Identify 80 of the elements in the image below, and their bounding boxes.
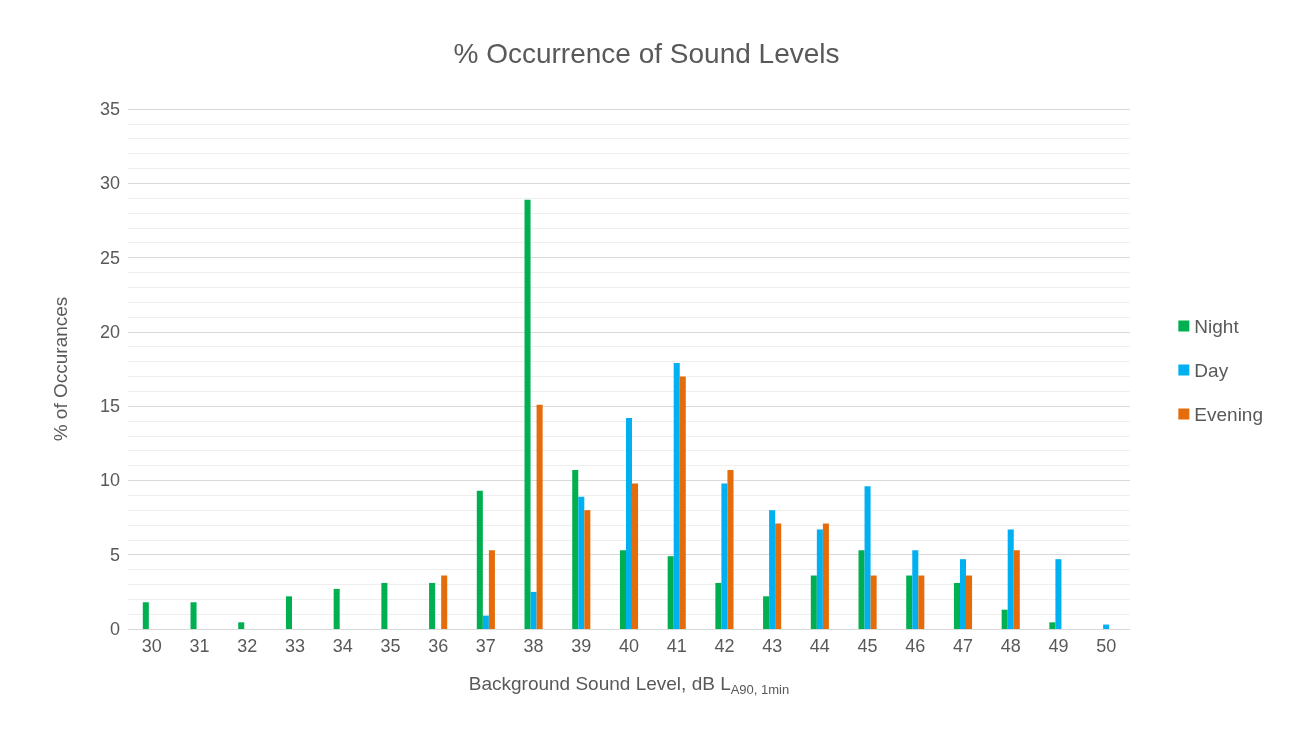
y-tick-label: 30: [99, 173, 120, 194]
bar: [285, 596, 292, 629]
legend-label: Night: [1194, 315, 1240, 337]
x-tick-label: 31: [189, 636, 210, 656]
x-tick-label: 39: [571, 636, 592, 656]
bar: [858, 550, 865, 629]
x-tick-label: 37: [475, 636, 496, 656]
bar: [429, 582, 436, 629]
bar: [816, 529, 823, 629]
x-tick-label: 50: [1096, 636, 1117, 656]
bar: [524, 199, 531, 629]
y-axis-title: % of Occurances: [50, 296, 71, 442]
bar: [864, 486, 871, 629]
x-tick-label: 30: [141, 636, 162, 656]
bar: [1055, 559, 1062, 629]
bar: [906, 575, 913, 629]
x-tick-label: 46: [905, 636, 926, 656]
bar: [441, 575, 448, 629]
x-tick-label: 40: [618, 636, 640, 656]
bar: [381, 582, 388, 629]
bar: [912, 550, 919, 629]
y-tick-label: 10: [99, 470, 120, 491]
bar: [625, 418, 633, 629]
legend-label: Evening: [1194, 403, 1264, 425]
x-tick-label: 41: [666, 636, 687, 656]
bar: [190, 602, 197, 629]
bar: [619, 550, 626, 629]
bar: [822, 523, 829, 629]
bar: [578, 496, 585, 629]
x-tick-label: 45: [857, 636, 878, 656]
x-tick-label: 38: [523, 636, 544, 656]
x-tick-label: 32: [237, 636, 258, 656]
x-tick-label: 48: [1000, 636, 1021, 656]
x-tick-label: 44: [809, 636, 830, 656]
bar: [632, 483, 639, 629]
bar: [476, 490, 483, 629]
bar: [667, 556, 674, 629]
bar: [673, 363, 680, 629]
bar: [769, 510, 776, 629]
legend-label: Day: [1194, 359, 1229, 381]
bar: [918, 575, 925, 629]
x-tick-label: 43: [762, 636, 783, 656]
x-tick-label: 49: [1048, 636, 1069, 656]
y-tick-label: 25: [99, 247, 120, 268]
y-tick-label: 0: [109, 619, 120, 639]
y-tick-label: 20: [99, 321, 120, 342]
x-tick-label: 34: [332, 636, 353, 656]
x-tick-label: 42: [714, 636, 735, 656]
bar: [715, 582, 722, 629]
bar: [536, 404, 543, 629]
bar: [238, 622, 245, 629]
bar: [530, 591, 537, 629]
x-tick-label: 47: [952, 636, 974, 656]
bar: [721, 483, 728, 629]
bar: [810, 575, 817, 629]
bar: [727, 470, 734, 629]
bar: [333, 588, 340, 629]
x-tick-label: 35: [380, 636, 401, 656]
y-tick-label: 5: [109, 544, 120, 565]
x-tick-label: 33: [284, 636, 306, 656]
bar: [1013, 550, 1020, 629]
chart-title: % Occurrence of Sound Levels: [453, 37, 840, 69]
bar: [679, 376, 686, 629]
bar: [1007, 529, 1014, 629]
bar: [763, 596, 770, 629]
bar: [1049, 622, 1056, 629]
bar: [142, 602, 149, 629]
x-tick-label: 36: [428, 636, 449, 656]
bar: [572, 470, 579, 629]
bar: [870, 575, 877, 629]
bar: [584, 510, 591, 629]
bar: [1001, 609, 1008, 629]
bar: [959, 559, 967, 629]
bar: [775, 523, 782, 629]
bar: [482, 615, 489, 629]
bar: [953, 582, 960, 629]
bar: [966, 575, 973, 629]
bar: [488, 550, 495, 629]
y-tick-label: 15: [99, 396, 120, 417]
y-tick-label: 35: [99, 99, 120, 119]
